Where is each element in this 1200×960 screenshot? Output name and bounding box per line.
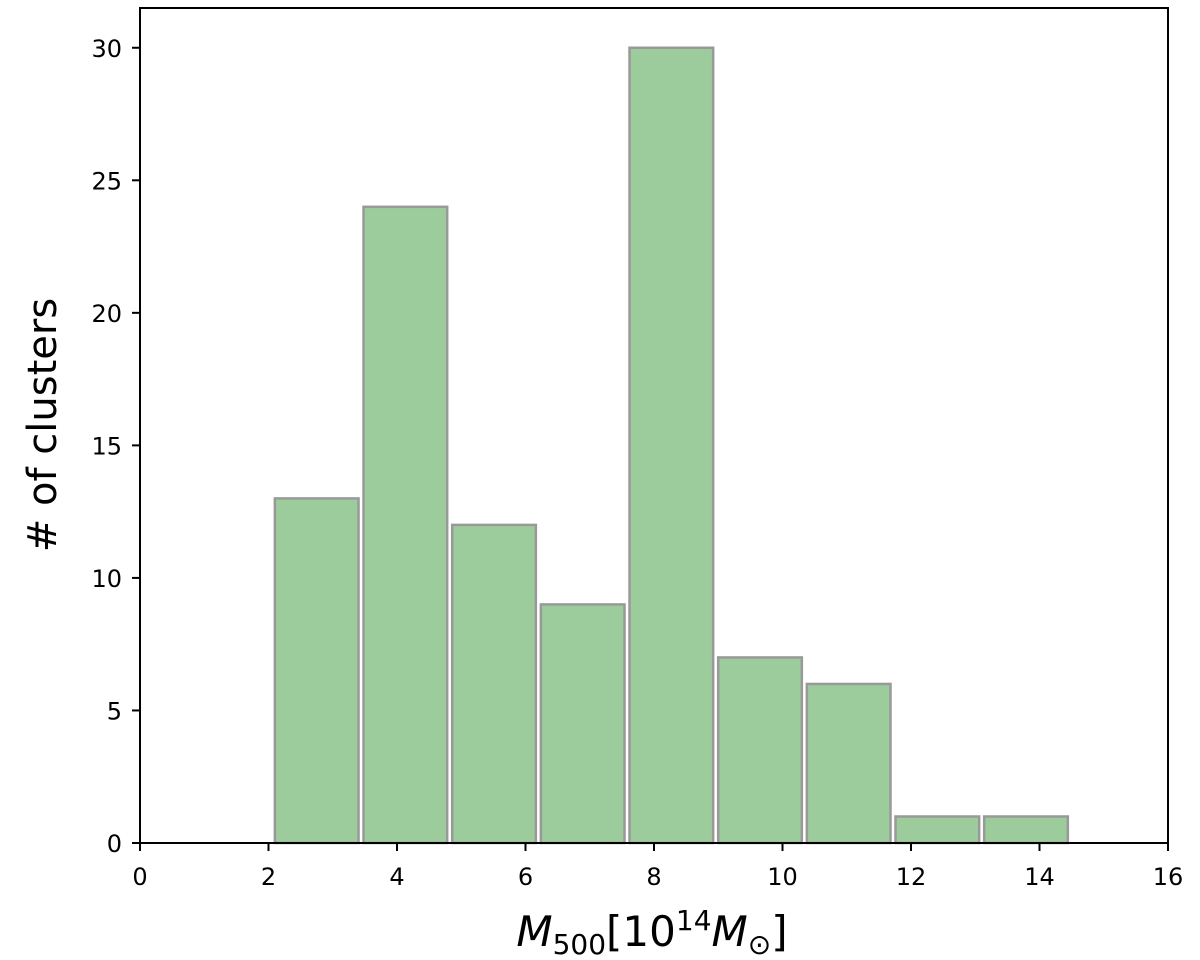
y-axis-label: # of clusters — [20, 298, 66, 552]
histogram-bar-2 — [362, 205, 449, 845]
x-axis-label-sun-symbol: ⊙ — [748, 928, 771, 960]
x-axis-label: M500[1014M⊙] — [516, 904, 787, 960]
histogram-bar-4 — [539, 603, 626, 845]
x-tick-label: 14 — [1024, 863, 1055, 891]
histogram-bar-1 — [273, 497, 360, 845]
histogram-bar-8 — [894, 815, 981, 845]
y-axis-ticks: 0 5 10 15 20 25 30 — [91, 35, 140, 858]
bars-layer — [273, 46, 1070, 845]
x-tick-label: 16 — [1153, 863, 1184, 891]
x-tick-label: 12 — [896, 863, 927, 891]
x-axis-ticks: 0 2 4 6 8 10 12 14 16 — [132, 843, 1183, 891]
x-axis-label-subscript: 500 — [553, 928, 606, 960]
histogram-bar-7 — [805, 682, 892, 845]
y-tick-label: 25 — [91, 167, 122, 195]
x-tick-label: 0 — [132, 863, 147, 891]
y-tick-label: 0 — [107, 830, 122, 858]
x-tick-label: 8 — [646, 863, 661, 891]
y-tick-label: 5 — [107, 697, 122, 725]
x-tick-label: 10 — [767, 863, 798, 891]
x-axis-label-mass: M — [516, 907, 552, 956]
histogram-bar-9 — [982, 815, 1070, 845]
x-tick-label: 2 — [261, 863, 276, 891]
x-axis-label-bracket-close: ] — [771, 907, 787, 956]
x-tick-label: 6 — [518, 863, 533, 891]
x-tick-label: 4 — [389, 863, 404, 891]
y-tick-label: 15 — [91, 432, 122, 460]
histogram-bar-3 — [450, 523, 538, 845]
y-tick-label: 20 — [91, 300, 122, 328]
y-tick-label: 10 — [91, 565, 122, 593]
y-tick-label: 30 — [91, 35, 122, 63]
x-axis-label-bracket-open: [10 — [606, 907, 676, 956]
histogram-bar-5 — [628, 46, 715, 845]
x-axis-label-exponent: 14 — [676, 904, 712, 937]
histogram-bar-6 — [716, 656, 804, 845]
x-axis-label-mass-unit: M — [712, 907, 748, 956]
